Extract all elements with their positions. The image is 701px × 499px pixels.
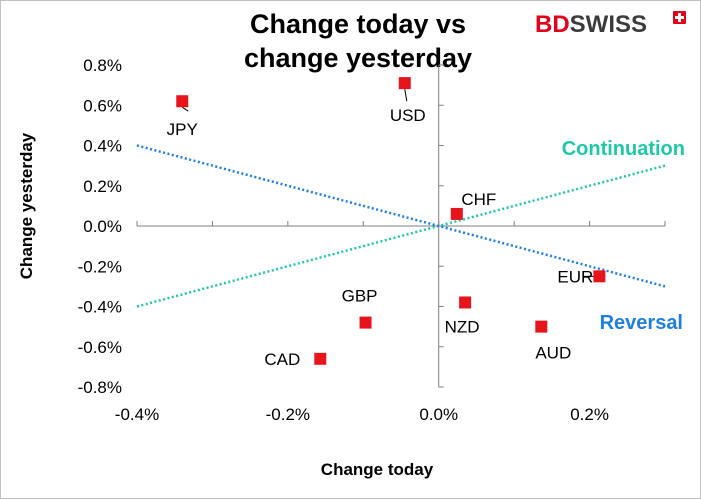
data-point-usd: USD <box>390 77 426 125</box>
reversal-annotation: Reversal <box>600 312 683 334</box>
chart-title-line-2: change yesterday <box>244 43 472 73</box>
point-label: CHF <box>461 190 496 209</box>
point-marker <box>176 95 189 108</box>
data-point-aud: AUD <box>535 320 571 363</box>
point-label: AUD <box>535 344 571 363</box>
point-marker <box>398 77 411 90</box>
data-point-eur: EUR <box>557 267 606 286</box>
leader-line <box>181 106 189 112</box>
brand-name-part2: SWISS <box>570 11 647 38</box>
y-tick-label: 0.0% <box>83 217 122 236</box>
point-label: EUR <box>557 267 593 286</box>
y-tick-label: -0.8% <box>78 378 122 397</box>
x-tick-label: 0.0% <box>419 405 458 424</box>
reversal-line <box>136 144 666 288</box>
brand-logo: BDSWISS <box>535 11 686 38</box>
brand-name-part1: BD <box>535 11 570 38</box>
point-label: JPY <box>167 120 198 139</box>
point-label: NZD <box>445 317 480 336</box>
point-marker <box>535 320 548 333</box>
chart-title-line-1: Change today vs <box>250 9 466 39</box>
y-tick-label: 0.2% <box>83 177 122 196</box>
x-axis-label: Change today <box>321 460 434 479</box>
trend-lines <box>136 144 666 308</box>
data-point-nzd: NZD <box>445 296 480 336</box>
leader-line <box>404 89 408 102</box>
point-label: USD <box>390 106 426 125</box>
point-label: GBP <box>342 287 378 306</box>
point-marker <box>359 316 372 329</box>
continuation-annotation: Continuation <box>562 138 685 160</box>
x-tick-label: -0.4% <box>115 405 159 424</box>
point-marker <box>450 207 463 220</box>
point-marker <box>593 270 606 283</box>
data-point-gbp: GBP <box>342 287 378 329</box>
svg-text:BDSWISS: BDSWISS <box>535 11 647 38</box>
point-marker <box>459 296 472 309</box>
y-tick-label: 0.6% <box>83 96 122 115</box>
y-tick-label: 0.8% <box>83 56 122 75</box>
y-tick-label: -0.2% <box>78 257 122 276</box>
point-label: CAD <box>264 350 300 369</box>
point-marker <box>314 352 327 365</box>
y-tick-label: 0.4% <box>83 137 122 156</box>
continuation-line <box>136 164 666 308</box>
y-axis-label: Change yesterday <box>17 132 36 279</box>
axes: -0.4% -0.2% 0.0% 0.2% 0.8% 0.6% 0.4% 0.2% 0.0% -0… <box>78 56 666 424</box>
data-point-jpy: JPY <box>167 95 198 139</box>
data-points: JPY USD CHF EUR NZD AUD GBP CAD <box>167 77 606 369</box>
data-point-cad: CAD <box>264 350 327 369</box>
x-tick-label: 0.2% <box>570 405 609 424</box>
swiss-flag-icon <box>673 11 686 24</box>
data-point-chf: CHF <box>450 190 496 220</box>
x-tick-label: -0.2% <box>266 405 310 424</box>
y-tick-label: -0.6% <box>78 338 122 357</box>
y-tick-label: -0.4% <box>78 298 122 317</box>
